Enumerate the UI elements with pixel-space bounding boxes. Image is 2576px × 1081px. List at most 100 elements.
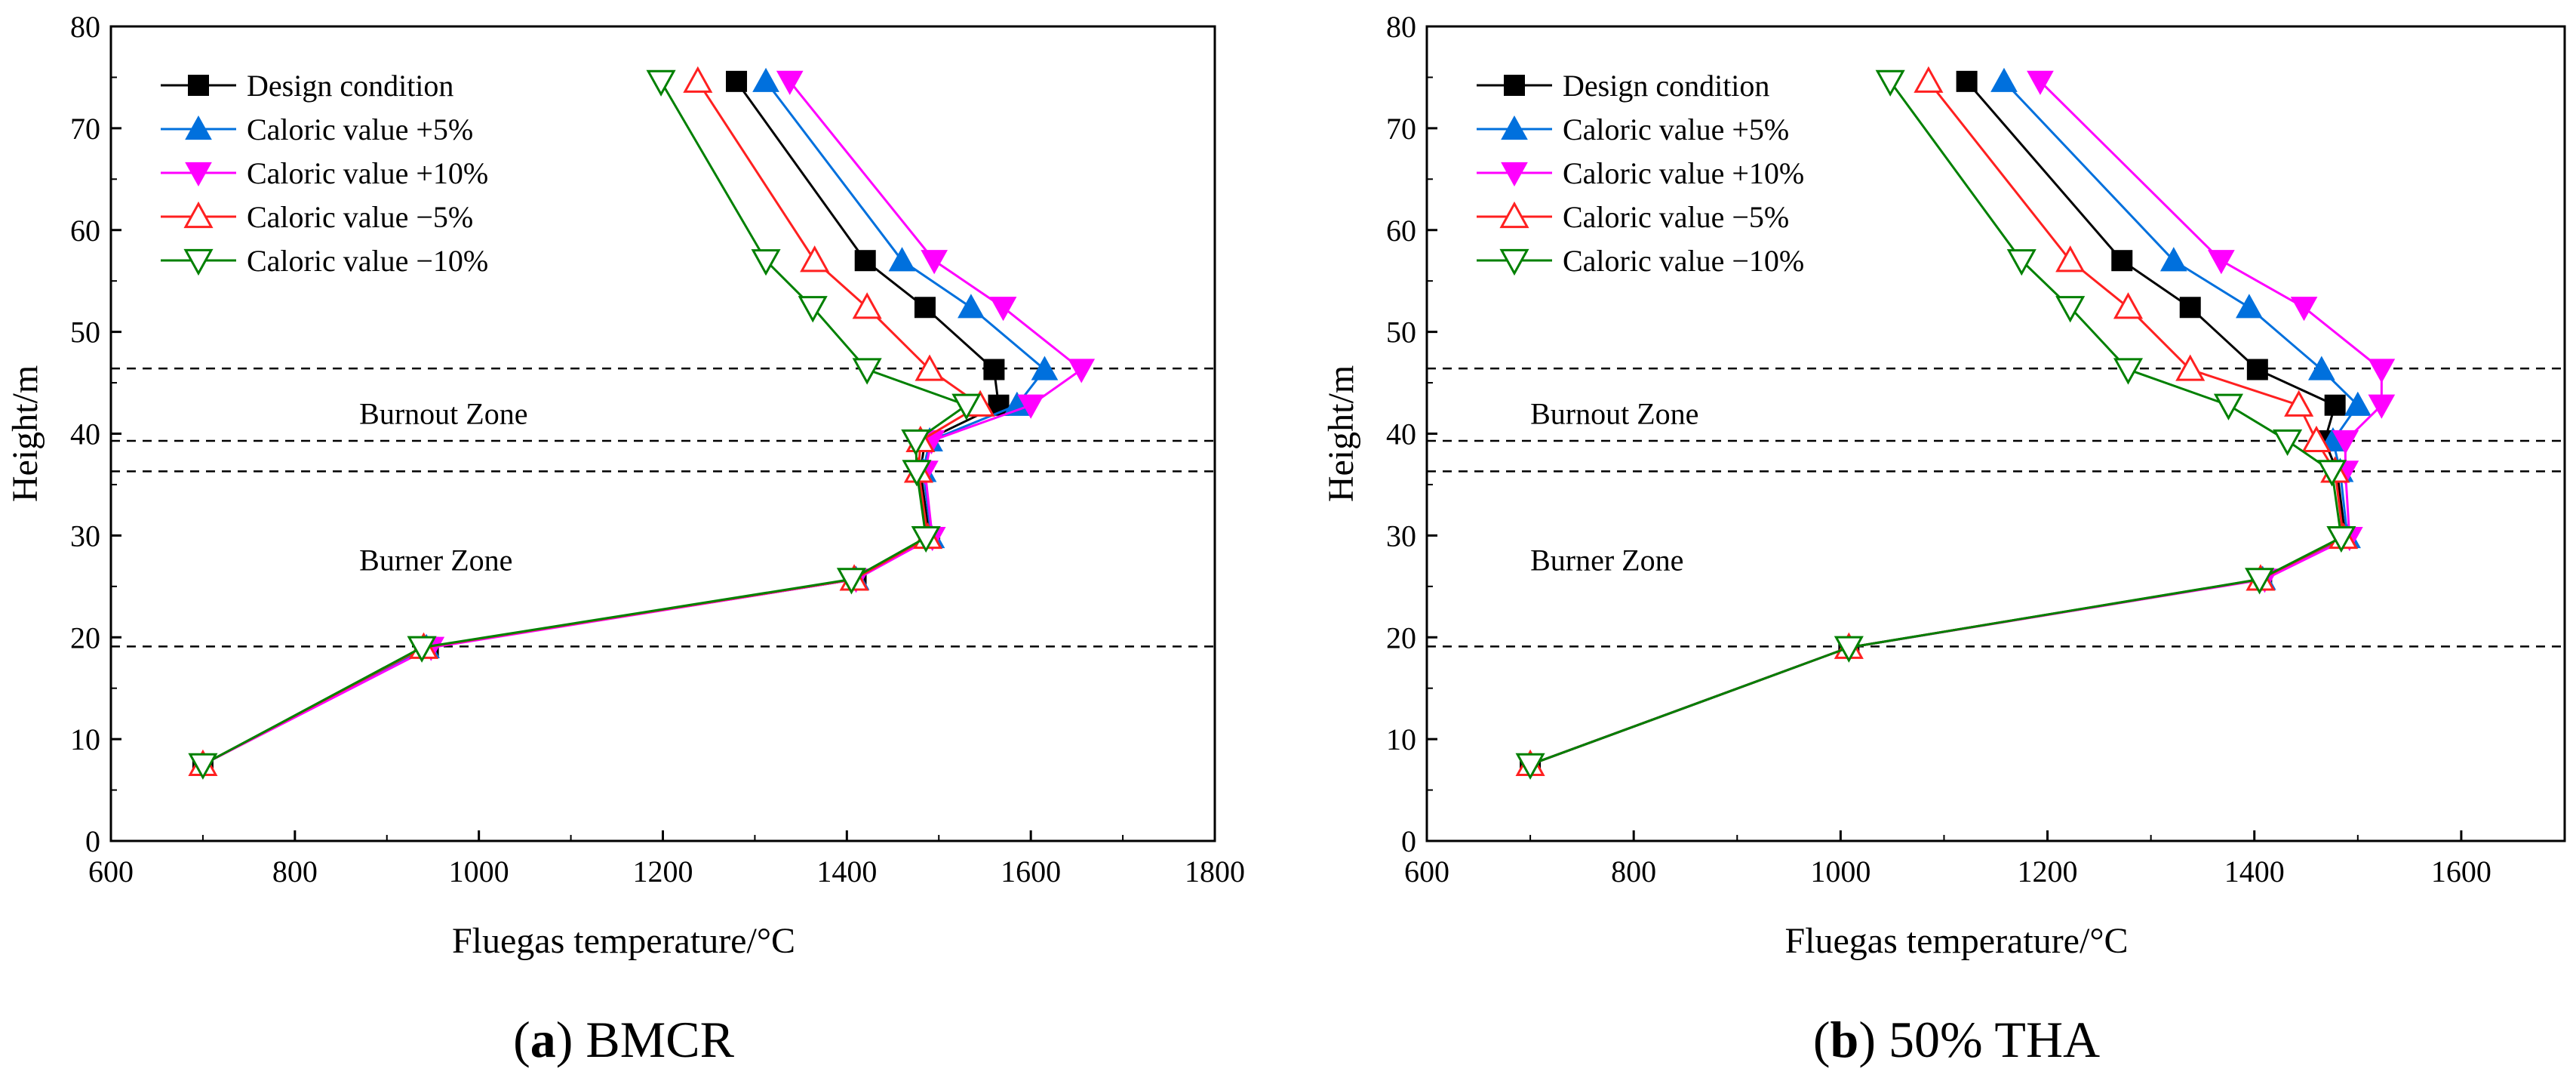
data-point	[188, 753, 218, 780]
data-point	[958, 294, 985, 319]
legend-label: Caloric value +10%	[1563, 156, 1804, 190]
legend-item: Caloric value +5%	[1477, 112, 1789, 146]
marker-square	[2179, 297, 2201, 319]
legend-item: Caloric value −10%	[1477, 244, 1804, 278]
data-point	[752, 67, 779, 92]
legend-item: Design condition	[161, 69, 453, 103]
marker-triangle-down	[2326, 525, 2356, 553]
marker-triangle-down	[2316, 460, 2347, 487]
marker-triangle-down	[407, 636, 437, 663]
marker-triangle-up	[915, 354, 945, 381]
legend-item: Caloric value +5%	[161, 112, 473, 146]
data-point	[915, 354, 945, 381]
data-point	[836, 568, 866, 595]
data-point	[902, 460, 932, 487]
data-point	[2113, 358, 2144, 385]
marker-square	[2111, 250, 2133, 272]
x-tick-label: 600	[1404, 855, 1449, 889]
legend-marker	[1499, 201, 1529, 229]
data-point	[2055, 245, 2086, 273]
marker-triangle-down	[1875, 69, 1905, 97]
plot-frame	[109, 25, 1216, 842]
y-axis-title: Height/m	[5, 365, 45, 502]
marker-triangle-up	[752, 67, 779, 92]
marker-triangle-down	[921, 250, 948, 275]
marker-triangle-up	[2055, 245, 2086, 273]
marker-triangle-down	[902, 460, 932, 487]
y-axis-title: Height/m	[1321, 365, 1361, 502]
y-tick-label: 80	[70, 10, 100, 44]
marker-square	[1956, 70, 1978, 92]
panel-caption: (a) BMCR	[513, 1011, 734, 1068]
data-point	[2113, 292, 2144, 319]
x-tick-label: 800	[272, 855, 318, 889]
x-tick-label: 1800	[1185, 855, 1245, 889]
marker-triangle-down	[989, 297, 1017, 322]
legend-label: Caloric value +5%	[1563, 112, 1789, 146]
marker-square	[983, 359, 1005, 380]
data-point	[2245, 568, 2275, 595]
y-tick-label: 50	[70, 316, 100, 350]
marker-triangle-up	[183, 201, 214, 229]
marker-triangle-down	[852, 358, 882, 385]
caption-title: BMCR	[586, 1011, 734, 1068]
x-tick-label: 600	[88, 855, 134, 889]
marker-triangle-up	[1990, 67, 2018, 92]
marker-triangle-up	[2284, 390, 2314, 417]
data-point	[2208, 250, 2235, 275]
data-point	[2213, 393, 2244, 420]
marker-square	[2324, 394, 2346, 416]
marker-triangle-down	[646, 69, 676, 97]
data-point	[1515, 753, 1545, 780]
data-point	[2159, 247, 2187, 272]
data-point	[2307, 356, 2335, 380]
y-tick-label: 20	[70, 621, 100, 654]
marker-square	[188, 75, 209, 96]
y-tick-label: 70	[70, 112, 100, 146]
data-point	[2055, 296, 2086, 323]
data-point	[2316, 460, 2347, 487]
marker-triangle-down	[1068, 359, 1096, 383]
data-point	[2368, 394, 2396, 419]
legend-marker	[183, 248, 214, 276]
x-tick-label: 1600	[1001, 855, 1061, 889]
x-tick-label: 800	[1611, 855, 1656, 889]
y-tick-label: 60	[1386, 214, 1416, 248]
data-point	[921, 250, 948, 275]
marker-triangle-down	[751, 249, 781, 276]
marker-triangle-down	[1501, 162, 1528, 187]
y-tick-label: 60	[70, 214, 100, 248]
legend-marker	[1501, 115, 1528, 140]
legend-item: Caloric value −10%	[161, 244, 488, 278]
x-tick-label: 1000	[1810, 855, 1871, 889]
marker-triangle-down	[2113, 358, 2144, 385]
marker-triangle-down	[2213, 393, 2244, 420]
x-axis-title: Fluegas temperature/°C	[452, 921, 795, 961]
marker-triangle-down	[2208, 250, 2235, 275]
marker-triangle-down	[2368, 359, 2396, 383]
legend-marker	[1501, 162, 1528, 187]
marker-triangle-up	[888, 247, 916, 272]
x-tick-label: 1000	[449, 855, 509, 889]
data-point	[2324, 394, 2346, 416]
marker-triangle-up	[800, 245, 830, 273]
data-point	[951, 393, 982, 420]
x-tick-label: 1200	[633, 855, 693, 889]
y-tick-label: 50	[1386, 316, 1416, 350]
data-point	[1990, 67, 2018, 92]
caption-close-paren: )	[1858, 1011, 1889, 1068]
marker-triangle-up	[1914, 66, 1944, 93]
legend-marker	[185, 162, 212, 187]
marker-triangle-down	[798, 296, 828, 323]
data-point	[1956, 70, 1978, 92]
marker-triangle-up	[683, 66, 713, 93]
zone-label: Burner Zone	[1530, 544, 1683, 577]
legend-marker	[185, 115, 212, 140]
y-tick-label: 40	[70, 417, 100, 451]
data-point	[2236, 294, 2263, 319]
data-point	[646, 69, 676, 97]
series-4	[188, 69, 982, 780]
data-point	[983, 359, 1005, 380]
marker-triangle-up	[1501, 115, 1528, 140]
